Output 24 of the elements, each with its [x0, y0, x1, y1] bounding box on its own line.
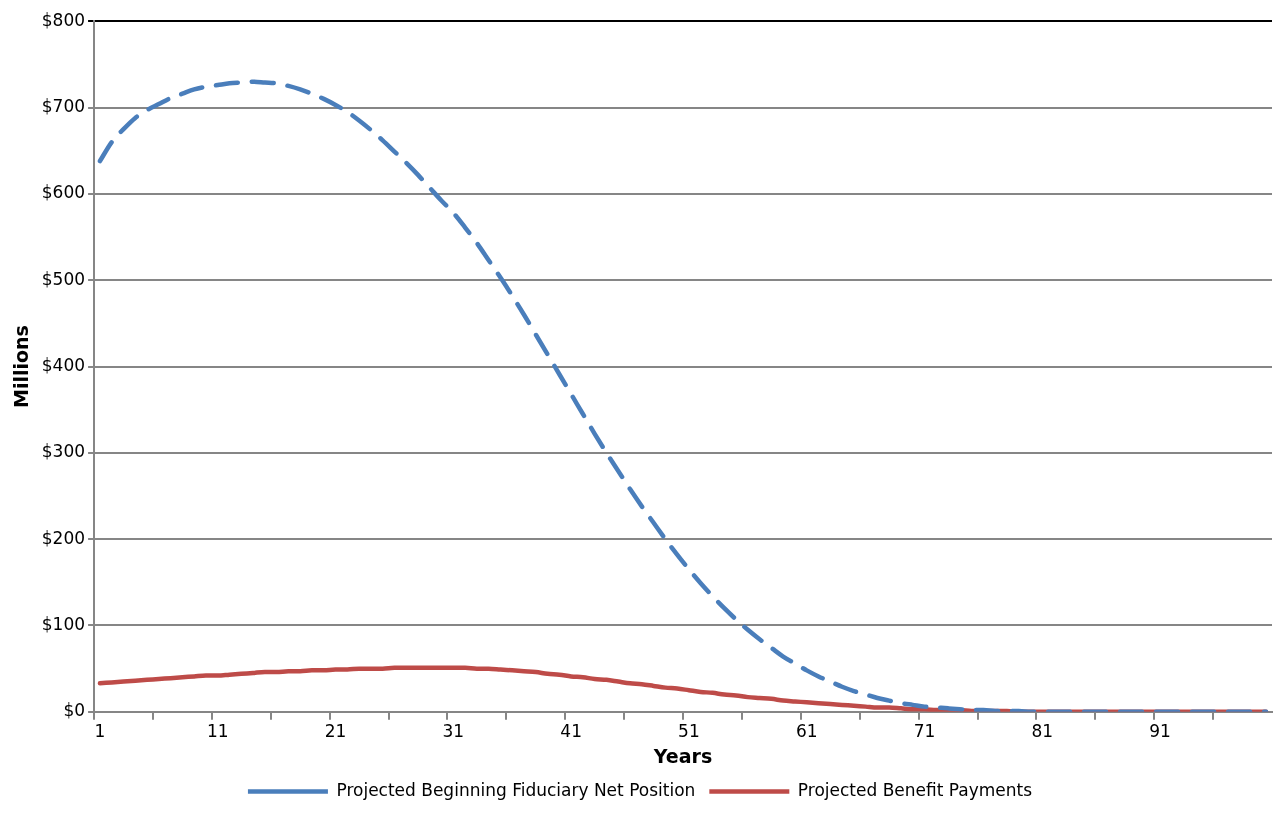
y-tick-label: $500 [41, 268, 86, 289]
y-tick-label: $300 [41, 441, 86, 462]
y-tick-label: $400 [41, 354, 86, 375]
legend-label: Projected Benefit Payments [797, 779, 1033, 800]
x-tick-label: 21 [324, 721, 347, 742]
x-tick-label: 81 [1031, 721, 1054, 742]
x-tick-label: 91 [1149, 721, 1171, 742]
x-tick-label: 61 [795, 721, 818, 742]
y-tick-label: $100 [41, 613, 86, 634]
y-tick-label: $700 [41, 95, 86, 116]
y-tick-label: $800 [41, 9, 86, 30]
y-tick-label: $200 [41, 527, 86, 548]
x-tick-label: 11 [206, 721, 229, 742]
x-tick-label: 41 [560, 721, 582, 742]
y-tick-label: $0 [63, 700, 86, 721]
x-axis-title: Years [652, 744, 713, 767]
x-tick-label: 51 [678, 721, 700, 742]
legend-label: Projected Beginning Fiduciary Net Position [336, 779, 696, 800]
x-tick-label: 31 [442, 721, 465, 742]
line-series [97, 79, 1269, 712]
y-tick-label: $600 [41, 182, 86, 203]
x-tick-label: 71 [913, 721, 936, 742]
y-axis-title: Millions [10, 325, 33, 408]
x-tick-label: 1 [94, 721, 106, 742]
